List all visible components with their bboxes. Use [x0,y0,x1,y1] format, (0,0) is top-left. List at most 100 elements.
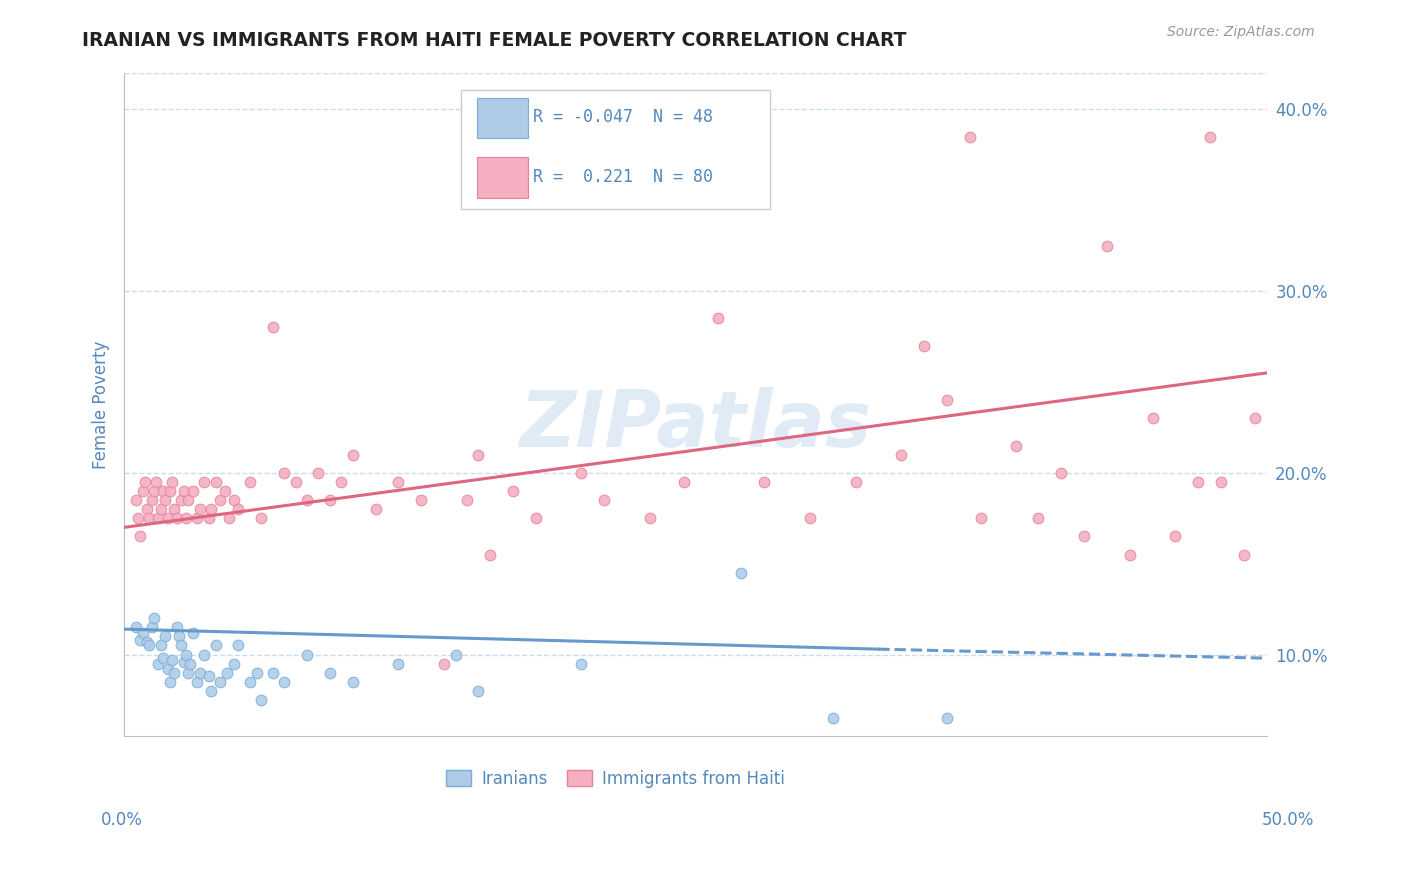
Point [152,483,174,498]
Point [127,511,149,525]
Point [214,483,236,498]
Point [209,674,232,689]
Point [204,475,226,489]
Point [141,493,163,508]
Point [222,657,245,671]
Point [1050,466,1073,480]
Point [218,511,240,525]
Point [204,639,226,653]
Point [262,665,284,680]
Point [222,493,245,508]
Point [467,684,489,698]
Point [141,620,163,634]
Point [752,475,775,489]
Point [1095,238,1118,252]
Point [387,475,409,489]
Point [569,657,592,671]
Point [131,625,153,640]
Point [295,493,318,508]
Text: 50.0%: 50.0% [1263,811,1315,829]
Point [142,611,165,625]
Point [273,674,295,689]
Point [308,466,330,480]
Point [160,653,183,667]
Point [149,502,172,516]
FancyBboxPatch shape [477,97,527,138]
Point [136,635,159,649]
Point [209,493,232,508]
Point [138,511,160,525]
Point [970,511,993,525]
Point [444,648,467,662]
Point [188,665,211,680]
Point [134,475,156,489]
Text: Source: ZipAtlas.com: Source: ZipAtlas.com [1167,25,1315,39]
Point [959,129,981,144]
Y-axis label: Female Poverty: Female Poverty [93,341,110,469]
Point [177,493,200,508]
Legend: Iranians, Immigrants from Haiti: Iranians, Immigrants from Haiti [439,763,792,795]
Point [159,483,181,498]
Point [197,511,219,525]
Point [228,639,250,653]
Point [193,475,215,489]
Point [799,511,821,525]
Point [136,502,159,516]
Point [912,338,935,352]
Point [174,511,197,525]
Point [160,475,183,489]
Point [250,511,273,525]
Point [155,493,177,508]
Point [936,393,959,408]
Point [673,475,696,489]
Point [124,620,146,634]
Point [200,684,222,698]
Point [138,639,160,653]
Point [170,493,193,508]
Text: R = -0.047  N = 48: R = -0.047 N = 48 [533,109,713,127]
Point [502,483,524,498]
Point [295,648,318,662]
Point [167,629,190,643]
Point [193,648,215,662]
Point [364,502,387,516]
Point [166,511,188,525]
Point [186,674,208,689]
Point [342,448,364,462]
Point [456,493,478,508]
Point [170,639,193,653]
Point [197,669,219,683]
Point [246,665,269,680]
Point [1187,475,1209,489]
Text: 0.0%: 0.0% [101,811,143,829]
Point [593,493,616,508]
Point [181,483,204,498]
Point [387,657,409,671]
FancyBboxPatch shape [477,157,527,198]
Point [173,655,195,669]
Point [1142,411,1164,425]
Point [478,548,501,562]
Point [330,475,353,489]
Point [129,633,152,648]
Text: R =  0.221  N = 80: R = 0.221 N = 80 [533,168,713,186]
Point [250,693,273,707]
Point [149,639,172,653]
Point [638,511,661,525]
Point [179,657,201,671]
Point [156,662,179,676]
Point [148,657,170,671]
Point [284,475,307,489]
Point [1164,529,1187,543]
Point [569,466,592,480]
Point [342,674,364,689]
Point [844,475,866,489]
Point [239,674,262,689]
Point [467,448,489,462]
Point [1211,475,1233,489]
Point [156,511,179,525]
Point [707,311,730,326]
Point [524,511,547,525]
Point [163,665,186,680]
Text: IRANIAN VS IMMIGRANTS FROM HAITI FEMALE POVERTY CORRELATION CHART: IRANIAN VS IMMIGRANTS FROM HAITI FEMALE … [82,31,905,50]
